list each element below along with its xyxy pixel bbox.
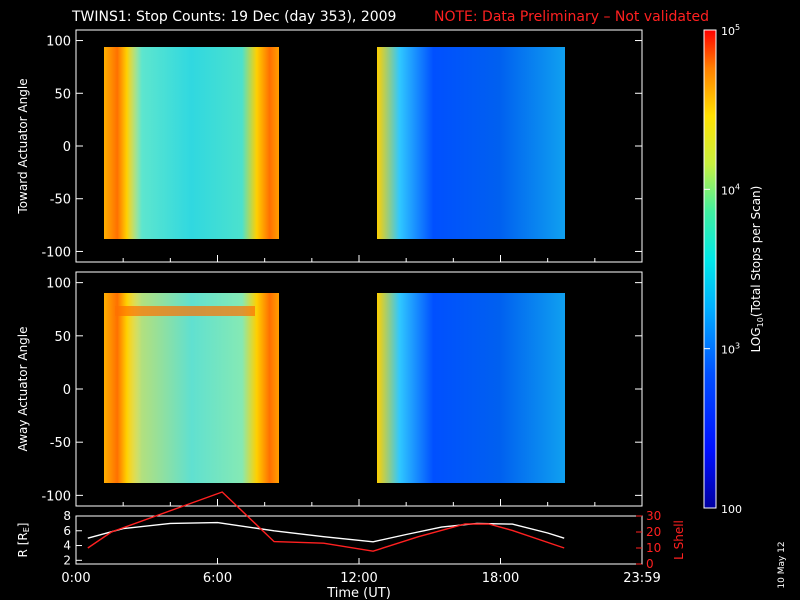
colorbar-title: LOG10(Total Stops per Scan): [749, 186, 765, 353]
toward-ytick-label: -50: [50, 193, 71, 208]
toward-panel: Toward Actuator Angle 100 50 0 -50 -100: [16, 29, 643, 263]
time-axis-ticks: 0:00 6:00 12:00 18:00 23:59: [61, 558, 661, 586]
orbit-right-tick-label: 0: [646, 557, 654, 571]
l-shell-line: [87, 491, 565, 552]
toward-ytick-label: -100: [41, 245, 71, 260]
orbit-left-label: R [RE]: [16, 523, 31, 558]
x-axis-label: Time (UT): [326, 586, 391, 600]
time-tick-label: 18:00: [482, 571, 519, 586]
orbit-left-tick-label: 8: [63, 509, 71, 523]
orbit-right-tick-label: 30: [646, 509, 661, 523]
toward-ytick-label: 100: [46, 35, 71, 50]
colorbar: 105 104 103 100 LOG10(Total Stops per Scan): [703, 23, 765, 516]
orbit-right-label: L Shell: [672, 520, 686, 560]
toward-data-block-1: [104, 47, 279, 239]
chart-title: TWINS1: Stop Counts: 19 Dec (day 353), 2…: [71, 9, 396, 25]
away-ytick-label: 50: [54, 330, 71, 345]
toward-ytick-label: 0: [63, 140, 71, 155]
away-panel: Away Actuator Angle 100 50 0 -50 -100: [16, 271, 643, 507]
toward-y-label: Toward Actuator Angle: [16, 78, 30, 214]
away-y-ticks: 100 50 0 -50 -100: [41, 277, 642, 506]
away-ytick-label: -100: [41, 489, 71, 504]
date-stamp: 10 May 12: [777, 541, 787, 588]
orbit-left-tick-label: 2: [63, 553, 71, 567]
colorbar-ticks: 105 104 103 100: [704, 23, 742, 516]
preliminary-note: NOTE: Data Preliminary – Not validated: [434, 9, 709, 25]
away-ytick-label: 100: [46, 277, 71, 292]
orbit-lines: [87, 491, 565, 552]
orbit-left-tick-label: 6: [63, 524, 71, 538]
orbit-left-tick-label: 4: [63, 539, 71, 553]
toward-data-block-2: [377, 47, 565, 239]
orbit-right-ticks: 30 20 10 0: [636, 509, 661, 571]
orbit-right-tick-label: 10: [646, 541, 661, 555]
r-distance-line: [87, 521, 565, 543]
time-tick-label: 23:59: [623, 571, 660, 586]
toward-ytick-label: 50: [54, 87, 71, 102]
away-data-block-2: [377, 293, 565, 483]
colorbar-tick-label: 105: [721, 23, 740, 38]
colorbar-tick-label: 104: [721, 182, 740, 197]
time-tick-label: 12:00: [340, 571, 377, 586]
orbit-right-tick-label: 20: [646, 525, 661, 539]
time-tick-label: 6:00: [203, 571, 232, 586]
time-tick-label: 0:00: [61, 571, 90, 586]
away-ytick-label: -50: [50, 436, 71, 451]
colorbar-gradient: [703, 29, 717, 509]
toward-y-ticks: 100 50 0 -50 -100: [41, 35, 642, 262]
colorbar-tick-label: 100: [721, 503, 742, 516]
away-ytick-label: 0: [63, 383, 71, 398]
away-y-label: Away Actuator Angle: [16, 326, 30, 451]
away-data-block-1: [104, 293, 279, 483]
colorbar-tick-label: 103: [721, 342, 740, 357]
